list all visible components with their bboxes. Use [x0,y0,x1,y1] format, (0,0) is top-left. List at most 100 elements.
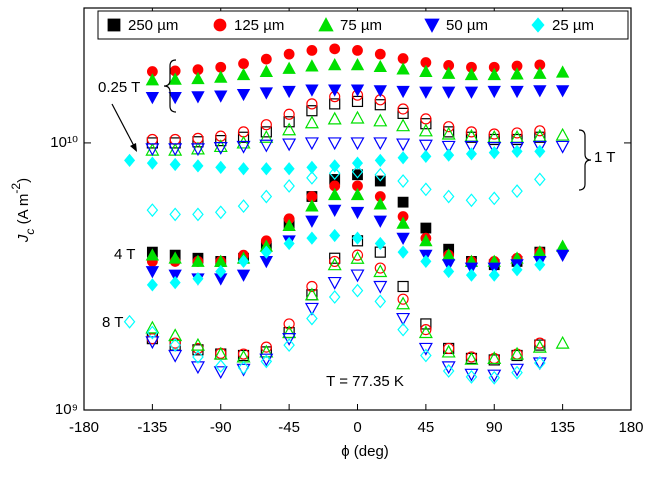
marker [396,232,410,245]
marker [168,92,182,105]
marker [192,136,204,148]
marker [214,90,228,103]
marker [282,333,297,346]
marker [374,48,386,60]
marker [420,324,432,336]
marker [511,127,523,139]
y-label-part: J [15,234,32,243]
marker [534,258,546,272]
marker [442,189,455,204]
marker [510,130,525,143]
arrow-line [111,103,135,147]
x-tick-label: -135 [137,419,167,436]
marker [373,264,388,278]
marker [260,119,272,131]
marker [465,131,478,143]
marker [488,191,501,206]
marker [532,357,547,371]
marker [237,199,250,214]
marker [532,140,547,154]
marker [327,137,342,151]
marker [213,366,228,380]
marker [396,118,411,132]
marker [350,58,365,71]
marker [350,84,365,97]
marker [327,257,342,271]
marker [533,85,547,98]
legend-label: 125 µm [234,17,284,34]
marker [214,205,227,220]
marker [306,160,318,174]
marker [215,160,227,174]
marker [306,170,318,185]
marker [488,268,500,282]
marker [465,193,478,208]
marker [327,111,342,125]
marker [465,369,478,384]
marker [511,263,523,277]
brace-0-25t [163,59,177,113]
legend-label: 50 µm [446,17,488,34]
marker [237,348,250,360]
marker [305,199,319,212]
marker [236,67,251,81]
marker [351,249,364,261]
y-label-part: -2 [9,183,23,194]
marker [145,142,160,156]
marker [215,135,227,147]
marker [443,148,455,162]
x-tick-label: 180 [618,419,643,436]
marker [373,137,388,151]
x-tick-label: 135 [550,419,575,436]
annotation: 4 T [114,246,135,263]
marker [351,231,364,245]
x-tick-label: 90 [486,419,503,436]
marker [510,85,524,99]
marker [283,108,295,120]
marker [373,59,387,73]
marker [396,85,410,99]
marker [283,236,295,251]
y-label-part: (A m [15,194,32,229]
marker [236,88,251,102]
marker [283,48,295,60]
marker [213,18,227,32]
marker [306,311,318,326]
marker [169,337,181,349]
marker [306,280,318,293]
marker [351,283,364,298]
marker [374,236,386,251]
marker [531,17,545,33]
marker [260,354,273,369]
marker [420,318,432,330]
legend-label: 25 µm [552,17,594,34]
marker [328,58,342,71]
marker [441,361,456,375]
temperature-label: T = 77.35 K [326,373,404,390]
marker [465,268,477,282]
marker [464,140,479,154]
marker [373,85,387,98]
marker [168,72,182,85]
marker [465,126,478,138]
marker [397,293,409,305]
marker [351,164,364,179]
marker [328,187,342,201]
marker [190,361,205,375]
marker [511,144,523,158]
marker [350,110,365,124]
marker [260,245,272,259]
marker [305,215,319,228]
marker [397,322,409,337]
marker [510,346,525,360]
marker [443,264,455,279]
marker [191,254,205,267]
marker [168,328,183,342]
marker [374,153,386,168]
marker [441,140,456,154]
marker [192,207,204,222]
marker [329,228,341,243]
marker [238,162,250,176]
marker [396,138,411,152]
